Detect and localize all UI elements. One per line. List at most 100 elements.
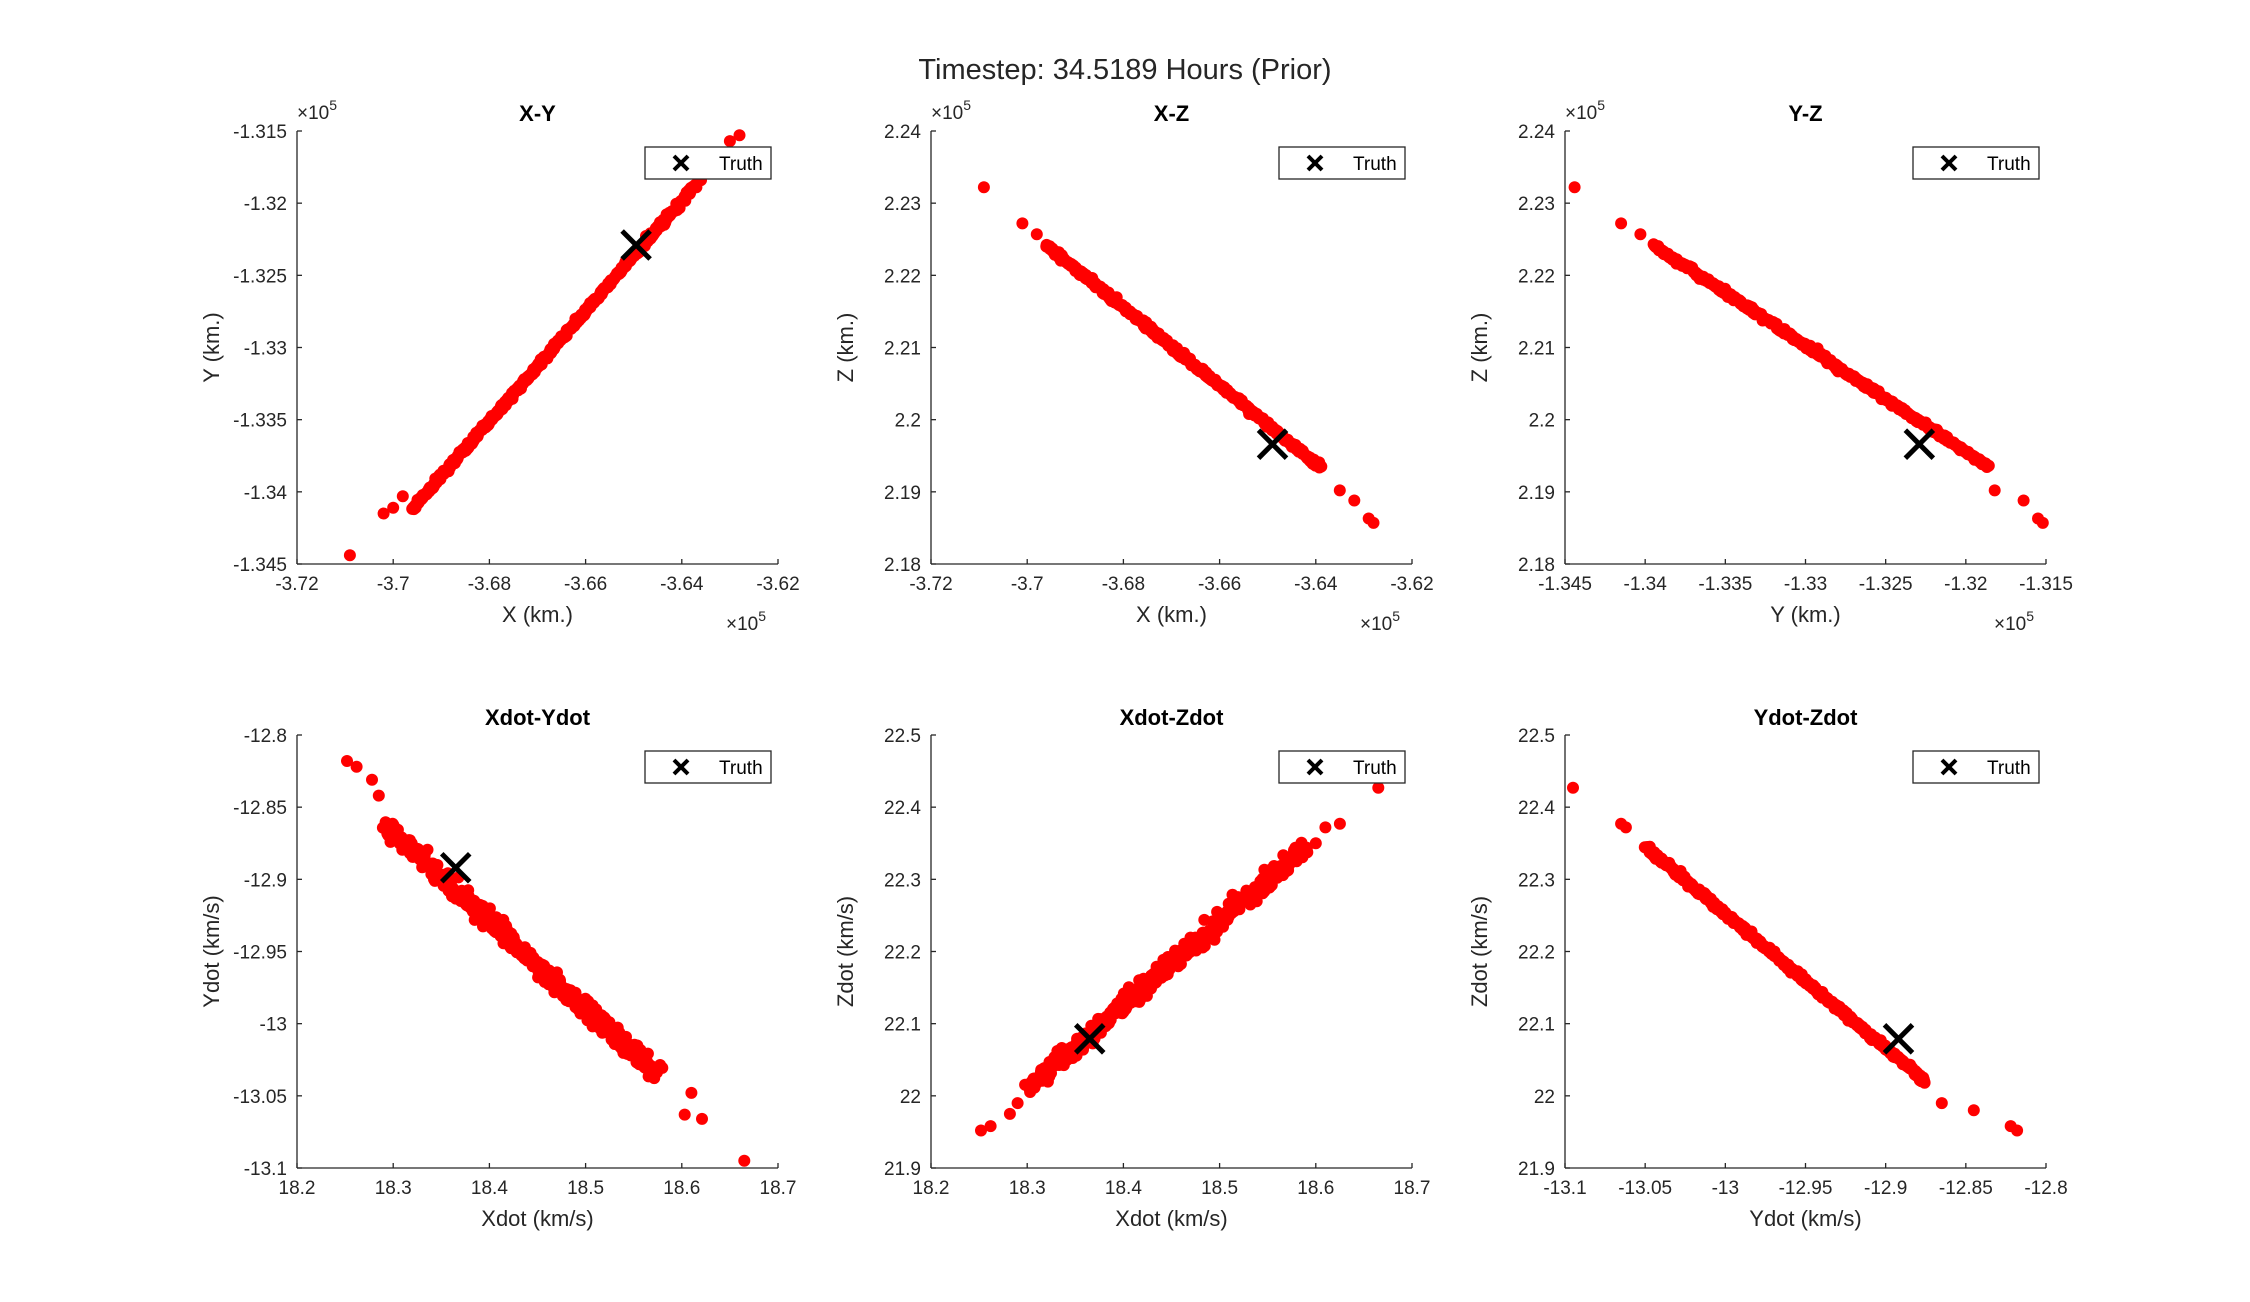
x-tick-label: -13.05 (1618, 1178, 1672, 1199)
legend-box (644, 750, 772, 784)
subplot-title: Xdot-Ydot (485, 705, 591, 730)
y-tick-label: 22.2 (884, 943, 921, 964)
x-tick-label: -3.64 (1294, 574, 1338, 595)
legend-box (1912, 146, 2040, 180)
sample-point (1568, 181, 1581, 194)
y-tick-label: 2.19 (884, 483, 921, 504)
legend-label: Truth (1353, 154, 1397, 175)
x-tick-label: -3.66 (564, 574, 607, 595)
y-axis-label: Z (km.) (1467, 313, 1492, 383)
x-tick-label: -1.34 (1624, 574, 1668, 595)
y-exponent-power: 5 (329, 97, 337, 113)
sample-point (341, 755, 353, 767)
truth-marker (1903, 428, 1936, 460)
y-tick-label: 2.24 (1518, 122, 1555, 143)
subplot-ydot-zdot: Ydot-Zdot -13.1 -13.05 -13 -12.95 -12.9 -12.85… (1467, 705, 2068, 1231)
subplot-xdot-ydot: Xdot-Ydot 18.2 18.3 18.4 18.5 18.6 18.7 -13.1 -1… (199, 705, 796, 1231)
sample-points (343, 129, 746, 562)
y-tick-label: 22.1 (884, 1015, 921, 1036)
x-tick-label: 18.2 (913, 1178, 950, 1199)
y-tick-label: 2.2 (1529, 411, 1555, 432)
subplot-title: X-Y (519, 101, 556, 126)
legend-marker (1306, 154, 1324, 172)
sample-point (975, 1124, 987, 1137)
sample-points (1568, 181, 2049, 529)
legend-label: Truth (1987, 758, 2031, 779)
sample-point (656, 1061, 669, 1074)
truth-marker (1256, 428, 1289, 460)
y-tick-label: -13.05 (233, 1087, 287, 1108)
sample-point (350, 760, 363, 773)
x-tick-label: 18.3 (1009, 1178, 1046, 1199)
y-tick-label: 22.2 (1518, 943, 1555, 964)
truth-marker-stroke (1256, 428, 1289, 460)
sample-point (2011, 1124, 2024, 1137)
sample-points (977, 181, 1380, 529)
y-tick-label: -1.32 (244, 194, 287, 215)
sample-point (723, 135, 736, 148)
sample-point (372, 789, 385, 802)
y-tick-label: -13.1 (244, 1159, 287, 1180)
y-tick-label: 2.22 (1518, 266, 1555, 287)
sample-points (341, 755, 751, 1167)
legend-box (644, 146, 772, 180)
truth-marker (439, 852, 472, 884)
sample-point (685, 1086, 698, 1099)
x-tick-label: 18.5 (1201, 1178, 1238, 1199)
y-axis-label: Y (km.) (199, 312, 224, 382)
x-tick-label: 18.6 (663, 1178, 700, 1199)
sample-point (1982, 459, 1995, 472)
x-tick-label: 18.4 (1105, 1178, 1142, 1199)
sample-point (343, 549, 356, 562)
y-tick-label: 22.4 (1518, 798, 1555, 819)
y-exponent-power: 5 (1597, 97, 1605, 113)
y-tick-label: 2.19 (1518, 483, 1555, 504)
x-tick-label: -3.7 (1011, 574, 1044, 595)
x-tick-label: 18.4 (471, 1178, 508, 1199)
x-tick-label: 18.3 (375, 1178, 412, 1199)
x-tick-label: -1.335 (1698, 574, 1752, 595)
y-tick-label: 21.9 (1518, 1159, 1555, 1180)
x-tick-label: -3.68 (468, 574, 511, 595)
sample-point (1567, 781, 1579, 794)
figure-title: Timestep: 34.5189 Hours (Prior) (918, 54, 1331, 86)
x-tick-label: -3.66 (1198, 574, 1241, 595)
y-tick-label: 22 (900, 1087, 921, 1108)
x-tick-label: 18.5 (567, 1178, 604, 1199)
y-tick-label: 21.9 (884, 1159, 921, 1180)
y-tick-label: -13 (260, 1015, 287, 1036)
x-tick-label: -3.72 (275, 574, 318, 595)
x-tick-label: -3.62 (756, 574, 799, 595)
x-tick-label: -1.345 (1538, 574, 1592, 595)
y-tick-label: -1.33 (244, 339, 287, 360)
x-tick-label: -12.9 (1864, 1178, 1907, 1199)
sample-point (1315, 460, 1328, 473)
x-tick-label: -3.68 (1102, 574, 1145, 595)
legend-box (1278, 750, 1406, 784)
x-tick-label: -12.8 (2024, 1178, 2067, 1199)
sample-point (1309, 837, 1322, 850)
subplot-y-z: Y-Z -1.345 -1.34 -1.335 -1.33 -1.325 -1.32 -1.3… (1467, 97, 2073, 635)
y-tick-label: 2.21 (884, 339, 921, 360)
x-tick-label: 18.7 (1394, 1178, 1431, 1199)
legend-label: Truth (1353, 758, 1397, 779)
truth-marker (1073, 1023, 1106, 1055)
subplot-title: X-Z (1154, 101, 1189, 126)
sample-point (1988, 484, 2001, 497)
y-tick-label: -1.325 (233, 266, 287, 287)
x-tick-label: -1.32 (1944, 574, 1987, 595)
sample-point (1918, 1076, 1931, 1089)
legend: Truth (1278, 146, 1406, 180)
y-tick-label: 2.23 (1518, 194, 1555, 215)
subplot-title: Ydot-Zdot (1754, 705, 1859, 730)
x-exponent-power: 5 (758, 608, 766, 624)
x-axis-label: X (km.) (502, 602, 573, 627)
sample-point (2017, 494, 2030, 507)
sample-point (1935, 1097, 1948, 1110)
y-exponent-power: 5 (963, 97, 971, 113)
sample-point (1348, 494, 1361, 507)
sample-point (1615, 217, 1628, 230)
truth-marker-stroke (620, 229, 652, 261)
x-exponent-label: ×105 (1360, 608, 1400, 635)
truth-marker (620, 229, 652, 261)
